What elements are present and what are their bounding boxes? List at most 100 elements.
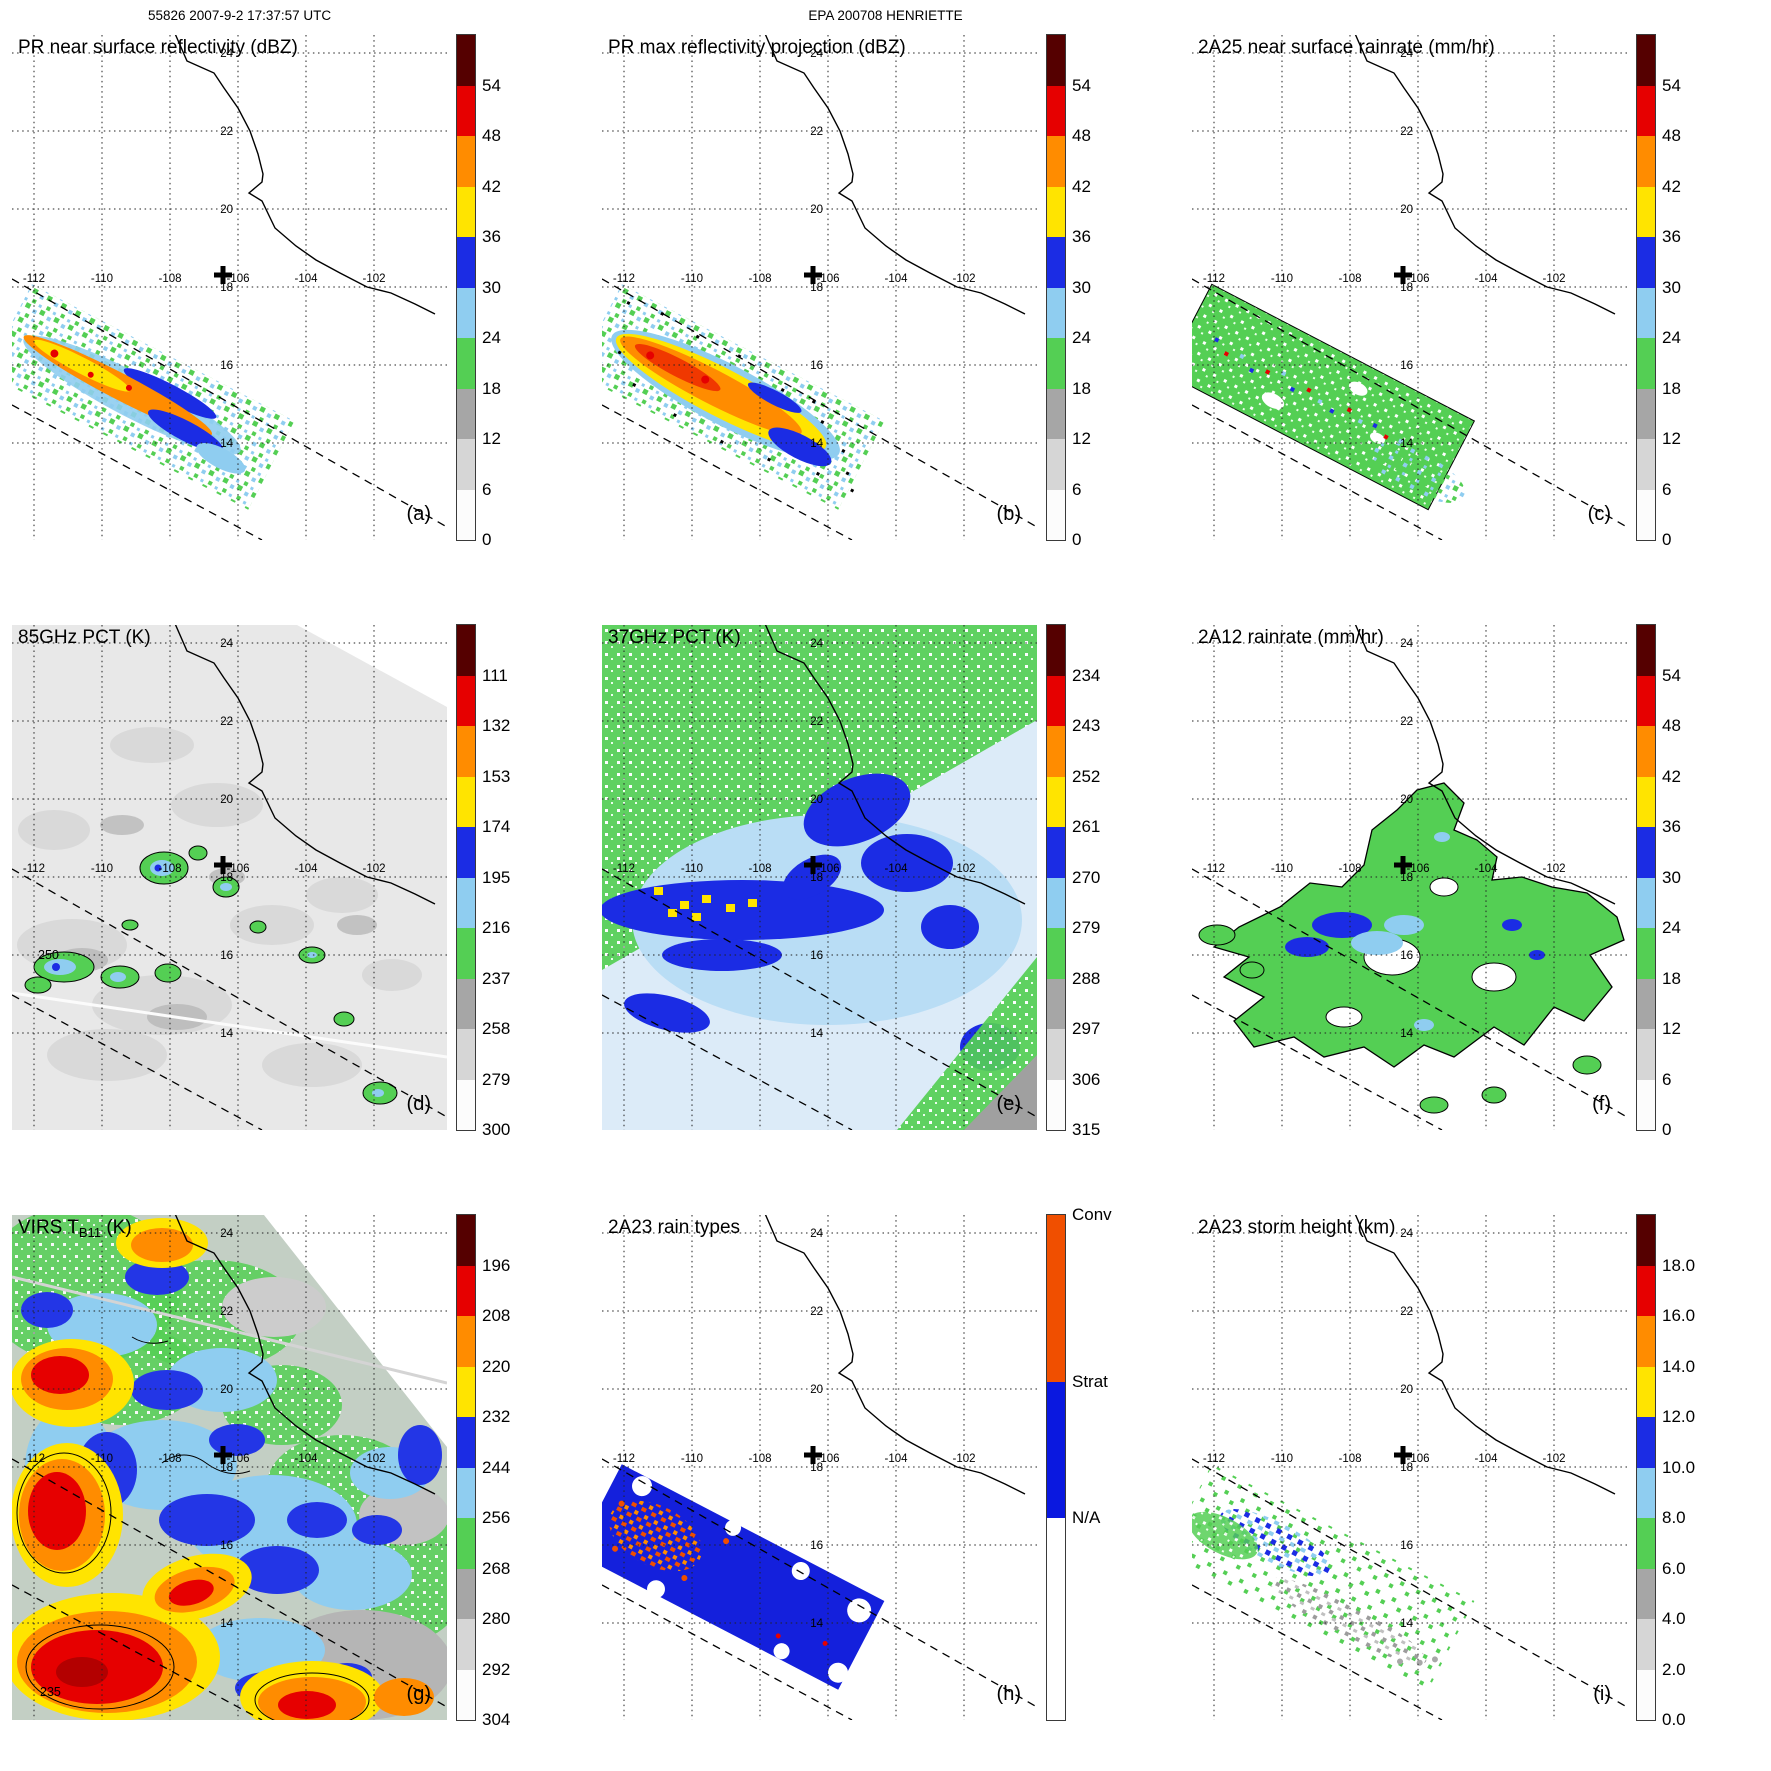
colorbar-segment bbox=[457, 35, 475, 86]
colorbar-tick-label: 12 bbox=[482, 429, 501, 448]
swath-edge-lines bbox=[1192, 1458, 1627, 1720]
colorbar-tick-label: 54 bbox=[482, 75, 501, 95]
colorbar-tick-label: 12 bbox=[1662, 429, 1681, 448]
colorbar-tick-labels: 54 48 42 36 30 24 18 12 6 0 bbox=[1072, 35, 1167, 550]
colorbar-tick-label: 261 bbox=[1072, 817, 1101, 836]
colorbar-segment bbox=[1637, 1568, 1655, 1619]
colorbar-tick-label: 54 bbox=[1662, 75, 1681, 95]
svg-text:18: 18 bbox=[810, 872, 823, 884]
colorbar bbox=[1636, 1214, 1656, 1721]
svg-text:14: 14 bbox=[220, 438, 233, 450]
colorbar-tick-label: 288 bbox=[1072, 968, 1101, 988]
colorbar-tick-label: 4.0 bbox=[1662, 1609, 1686, 1628]
svg-text:-110: -110 bbox=[1271, 273, 1293, 285]
svg-text:-102: -102 bbox=[362, 1453, 385, 1465]
colorbar-area: 196 208 220 232 244 256 268 280 292 304 bbox=[456, 1214, 577, 1730]
colorbar-tick-label: 18 bbox=[1662, 968, 1681, 988]
colorbar-segment bbox=[457, 489, 475, 540]
colorbar-tick-label: 174 bbox=[482, 817, 511, 836]
svg-text:-112: -112 bbox=[1203, 1453, 1225, 1465]
colorbar-segment bbox=[457, 1265, 475, 1316]
svg-text:24: 24 bbox=[1400, 48, 1413, 60]
colorbar-segment bbox=[1637, 726, 1655, 777]
colorbar-tick-label: 252 bbox=[1072, 766, 1101, 786]
colorbar-segment bbox=[1047, 388, 1065, 439]
svg-text:-106: -106 bbox=[1406, 1453, 1429, 1465]
svg-text:14: 14 bbox=[810, 438, 823, 450]
coastline bbox=[1354, 1215, 1616, 1495]
svg-text:-112: -112 bbox=[613, 273, 635, 285]
colorbar-segment bbox=[457, 675, 475, 726]
svg-text:-112: -112 bbox=[613, 1453, 635, 1465]
panel-title-text: VIRS T bbox=[18, 1217, 79, 1238]
colorbar-segment bbox=[457, 388, 475, 439]
svg-text:-108: -108 bbox=[1338, 863, 1361, 875]
colorbar-tick-label: 48 bbox=[1662, 126, 1681, 145]
colorbar-segment bbox=[457, 1568, 475, 1619]
colorbar-tick-label: 280 bbox=[482, 1609, 511, 1628]
colorbar-segment bbox=[457, 827, 475, 878]
colorbar-tick-label: 14.0 bbox=[1662, 1356, 1696, 1376]
colorbar-segment bbox=[1637, 338, 1655, 389]
colorbar-segment bbox=[1637, 625, 1655, 676]
colorbar-segment bbox=[1047, 827, 1065, 878]
colorbar-segment bbox=[457, 237, 475, 288]
map-tick-labels: -112 -110 -108 -106 -104 -102 24 22 20 18 16 14 bbox=[1203, 638, 1566, 1040]
storm-center-cross bbox=[804, 266, 822, 284]
panel-a: -112 -110 -108 -106 -104 -102 24 22 20 18 16 14 PR … bbox=[0, 0, 590, 590]
colorbar-tick-label: 0 bbox=[1072, 530, 1082, 549]
svg-text:-110: -110 bbox=[1271, 1453, 1293, 1465]
map-tick-labels: -112 -110 -108 -106 -104 -102 24 22 20 18 16 14 bbox=[613, 638, 976, 1040]
colorbar-tick-label: 237 bbox=[482, 968, 511, 988]
colorbar-segment bbox=[457, 338, 475, 389]
svg-text:-106: -106 bbox=[226, 1453, 249, 1465]
colorbar-area: 54 48 42 36 30 24 18 12 6 0 bbox=[456, 34, 577, 549]
colorbar-segment bbox=[1637, 439, 1655, 490]
svg-text:18: 18 bbox=[1400, 282, 1413, 294]
map-tick-labels: -112 -110 -108 -106 -104 -102 24 22 20 18 16 14 bbox=[23, 638, 386, 1040]
panel-letter: (f) bbox=[1592, 1093, 1611, 1115]
colorbar-area: 18.0 16.0 14.0 12.0 10.0 8.0 6.0 4.0 2.0 0.0 bbox=[1636, 1214, 1757, 1729]
colorbar-segment bbox=[1047, 877, 1065, 928]
svg-text:-102: -102 bbox=[952, 273, 975, 285]
colorbar-tick-label: 10.0 bbox=[1662, 1457, 1696, 1477]
panel-c: -112 -110 -108 -106 -104 -102 24 22 20 18 16 14 2A2… bbox=[1180, 0, 1770, 590]
colorbar-segment bbox=[1637, 675, 1655, 726]
svg-text:24: 24 bbox=[810, 638, 823, 650]
colorbar-tick-label: 48 bbox=[482, 126, 501, 145]
svg-text:24: 24 bbox=[1400, 638, 1413, 650]
map-canvas: -112 -110 -108 -106 -104 -102 24 22 20 18 16 14 235 bbox=[12, 1215, 447, 1720]
svg-text:-108: -108 bbox=[158, 273, 181, 285]
svg-text:24: 24 bbox=[810, 48, 823, 60]
colorbar-tick-labels: Conv Strat N/A bbox=[1072, 1205, 1167, 1720]
colorbar-tick-label: 132 bbox=[482, 716, 511, 735]
panel-title-text: 85GHz PCT (K) bbox=[18, 627, 151, 648]
colorbar-tick-label: 111 bbox=[482, 665, 508, 685]
colorbar-tick-labels: 196 208 220 232 244 256 268 280 292 304 bbox=[482, 1215, 577, 1730]
svg-text:-104: -104 bbox=[294, 863, 318, 875]
pr-swath-data bbox=[12, 284, 295, 510]
colorbar-segment bbox=[457, 1417, 475, 1468]
svg-text:-102: -102 bbox=[1542, 1453, 1565, 1465]
svg-text:16: 16 bbox=[1400, 360, 1413, 372]
coastline bbox=[174, 1215, 436, 1495]
colorbar-area: 54 48 42 36 30 24 18 12 6 0 bbox=[1636, 624, 1757, 1139]
colorbar-segment bbox=[457, 625, 475, 676]
colorbar-segment bbox=[457, 928, 475, 979]
colorbar-tick-label: 24 bbox=[1072, 328, 1091, 347]
panel-title-text: PR near surface reflectivity (dBZ) bbox=[18, 37, 298, 58]
map-plot: -112 -110 -108 -106 -104 -102 24 22 20 18 16 14 PR … bbox=[12, 35, 447, 540]
colorbar-tick-label: 12 bbox=[1072, 429, 1091, 448]
colorbar-segment bbox=[457, 726, 475, 777]
svg-text:-106: -106 bbox=[226, 863, 249, 875]
svg-text:-110: -110 bbox=[681, 273, 703, 285]
svg-text:14: 14 bbox=[220, 1618, 233, 1630]
orbit-timestamp: 55826 2007-9-2 17:37:57 UTC bbox=[148, 8, 332, 23]
panel-letter: (g) bbox=[406, 1683, 431, 1705]
svg-text:14: 14 bbox=[810, 1028, 823, 1040]
svg-text:-102: -102 bbox=[362, 863, 385, 875]
colorbar-area: 234 243 252 261 270 279 288 297 306 315 bbox=[1046, 624, 1167, 1139]
panel-letter: (e) bbox=[996, 1093, 1021, 1115]
colorbar-tick-label: 54 bbox=[1072, 75, 1091, 95]
